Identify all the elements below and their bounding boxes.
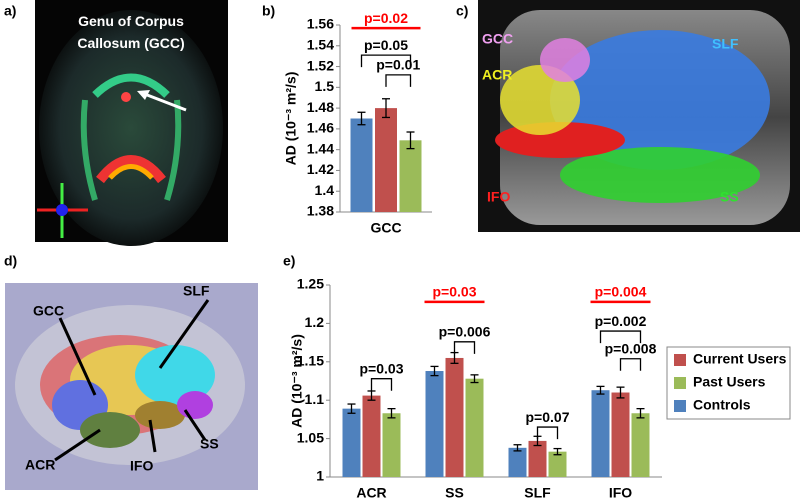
p-value: p=0.03	[360, 360, 404, 376]
panel-label: b)	[262, 3, 275, 19]
caption: Genu of Corpus Callosum (GCC)	[77, 13, 184, 51]
tract-label: IFO	[130, 458, 153, 474]
x-tick-label: ACR	[356, 485, 386, 501]
p-value: p=0.01	[376, 57, 420, 73]
y-tick-label: 1.52	[307, 57, 334, 73]
y-tick-label: 1.48	[307, 99, 334, 115]
bar	[445, 357, 464, 477]
error-bar	[553, 447, 562, 456]
error-bar	[357, 111, 366, 126]
y-axis-label: AD (10⁻³ m²/s)	[283, 72, 299, 166]
y-tick-label: 1.05	[297, 429, 324, 445]
legend-label: Past Users	[693, 374, 766, 390]
error-bar	[636, 407, 645, 419]
y-axis-label: AD (10⁻³ m²/s)	[289, 334, 305, 428]
panel-label: d)	[4, 253, 17, 269]
significance-bracket	[370, 378, 393, 391]
tract-label: IFO	[487, 189, 510, 205]
error-bar	[430, 365, 439, 377]
bar	[425, 371, 444, 477]
tract-label: SLF	[712, 36, 739, 52]
legend-box	[666, 346, 791, 420]
y-tick-label: 1.5	[315, 78, 335, 94]
panel-label: c)	[456, 3, 468, 19]
x-tick-label: SLF	[524, 485, 551, 501]
p-value: p=0.006	[439, 324, 491, 340]
bar	[375, 108, 397, 212]
tract-label: SS	[200, 436, 219, 452]
bar	[611, 392, 630, 477]
image-a	[35, 0, 228, 246]
y-tick-label: 1.25	[297, 276, 324, 292]
error-bar	[616, 386, 625, 399]
y-tick-label: 1.2	[305, 314, 325, 330]
legend-label: Current Users	[693, 351, 787, 367]
p-value: p=0.07	[526, 409, 570, 425]
error-bar	[347, 403, 356, 414]
bar	[342, 408, 361, 477]
error-bar	[382, 98, 390, 119]
y-tick-label: 1.15	[297, 353, 324, 369]
significance-bracket	[453, 341, 476, 354]
legend-label: Controls	[693, 397, 751, 413]
bar	[631, 413, 650, 477]
tract-label: GCC	[482, 31, 513, 47]
y-tick-label: 1.4	[315, 182, 335, 198]
significance-bracket	[385, 74, 412, 87]
tract-label: SLF	[183, 283, 210, 299]
y-tick-label: 1	[316, 468, 324, 484]
bar	[362, 395, 381, 477]
tract-label: ACR	[482, 67, 512, 83]
bar	[508, 447, 527, 477]
bar	[591, 390, 610, 477]
bar	[399, 140, 422, 212]
error-bar	[513, 444, 522, 452]
bar	[465, 378, 484, 477]
bar	[528, 440, 547, 477]
significance-bracket	[360, 54, 412, 68]
bar	[382, 413, 401, 477]
p-value: p=0.008	[605, 340, 657, 356]
image-d	[5, 283, 258, 490]
legend-swatch	[674, 400, 686, 412]
tract-label: GCC	[33, 303, 64, 319]
panel-label: e)	[283, 253, 295, 269]
p-value: p=0.02	[364, 10, 408, 26]
p-value: p=0.05	[364, 37, 408, 53]
tract-label: ACR	[25, 457, 55, 473]
error-bar	[470, 374, 479, 384]
y-tick-label: 1.56	[307, 16, 334, 32]
error-bar	[387, 407, 396, 419]
legend-swatch	[674, 377, 686, 389]
legend-swatch	[674, 354, 686, 366]
y-tick-label: 1.42	[307, 161, 334, 177]
bar	[350, 118, 373, 212]
bar	[548, 451, 567, 477]
y-tick-label: 1.46	[307, 120, 334, 136]
significance-bracket	[536, 426, 559, 440]
x-tick-label: GCC	[370, 220, 401, 236]
x-tick-label: SS	[445, 485, 464, 501]
y-tick-label: 1.1	[305, 391, 325, 407]
y-tick-label: 1.54	[307, 36, 334, 52]
significance-bracket	[619, 358, 642, 371]
p-value: p=0.03	[433, 284, 477, 300]
image-c	[478, 0, 800, 232]
error-bar	[406, 131, 415, 150]
p-value: p=0.002	[595, 313, 647, 329]
x-tick-label: IFO	[609, 485, 632, 501]
y-tick-label: 1.38	[307, 203, 334, 219]
p-value: p=0.004	[595, 284, 647, 300]
tract-label: SS	[720, 189, 739, 205]
error-bar	[367, 390, 376, 401]
y-tick-label: 1.44	[307, 140, 334, 156]
panel-label: a)	[4, 3, 16, 19]
significance-bracket	[599, 330, 642, 344]
error-bar	[596, 385, 605, 395]
